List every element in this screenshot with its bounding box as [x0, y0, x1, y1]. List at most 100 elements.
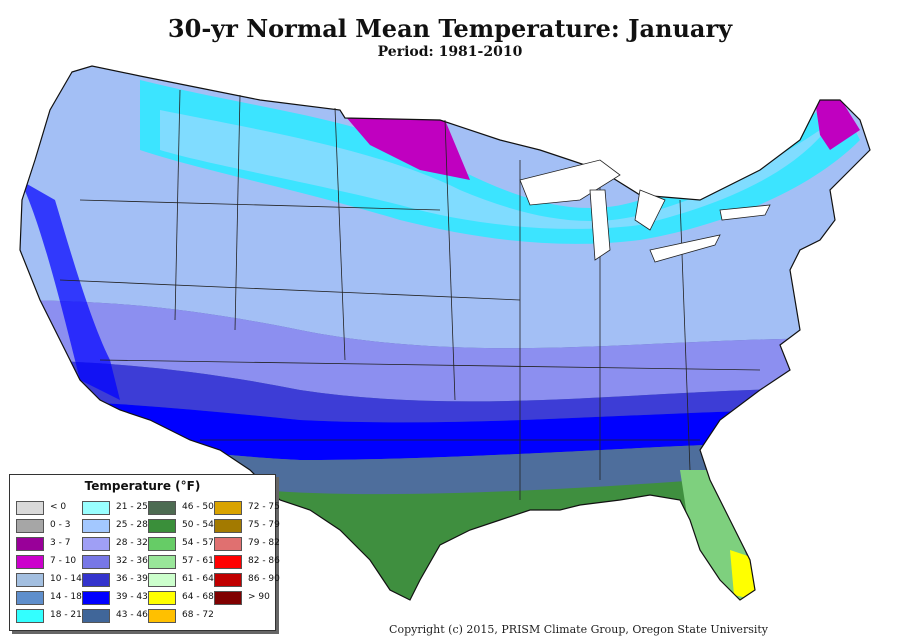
legend-label: 75 - 79: [248, 520, 280, 530]
legend-label: 36 - 39: [116, 574, 148, 584]
legend-item: 39 - 43: [82, 591, 170, 605]
legend-label: < 0: [50, 502, 67, 512]
legend-label: 3 - 7: [50, 538, 71, 548]
legend-swatch: [16, 555, 44, 569]
legend-item: 57 - 61: [148, 555, 236, 569]
legend-swatch: [16, 609, 44, 623]
legend-swatch: [16, 573, 44, 587]
legend-label: 18 - 21: [50, 610, 82, 620]
legend-swatch: [82, 501, 110, 515]
legend-swatch: [214, 591, 242, 605]
legend-label: 10 - 14: [50, 574, 82, 584]
legend-label: 32 - 36: [116, 556, 148, 566]
legend-item: 61 - 64: [148, 573, 236, 587]
legend-item: 50 - 54: [148, 519, 236, 533]
legend-item: 43 - 46: [82, 609, 170, 623]
copyright-notice: Copyright (c) 2015, PRISM Climate Group,…: [389, 623, 768, 636]
legend-swatch: [214, 537, 242, 551]
legend-swatch: [16, 501, 44, 515]
band-southern-transition: [20, 360, 870, 423]
band-far-south: [260, 480, 760, 600]
state-border: [334, 107, 346, 361]
state-border: [234, 94, 241, 331]
legend-swatch: [148, 555, 176, 569]
legend-item: 25 - 28: [82, 519, 170, 533]
band-north-central: [340, 110, 470, 180]
legend-item: 72 - 75: [214, 501, 302, 515]
legend-item: 46 - 50: [148, 501, 236, 515]
legend-label: 50 - 54: [182, 520, 214, 530]
legend-label: 14 - 18: [50, 592, 82, 602]
legend-item: 64 - 68: [148, 591, 236, 605]
legend-item: 3 - 7: [16, 537, 104, 551]
band-south: [20, 400, 870, 460]
legend-swatch: [148, 573, 176, 587]
legend-label: 57 - 61: [182, 556, 214, 566]
legend-swatch: [82, 537, 110, 551]
legend-item: 7 - 10: [16, 555, 104, 569]
legend-label: 54 - 57: [182, 538, 214, 548]
state-border: [59, 279, 521, 301]
legend-label: 21 - 25: [116, 502, 148, 512]
band-mid-latitude: [20, 300, 870, 402]
legend-item: 14 - 18: [16, 591, 104, 605]
legend-item: 79 - 82: [214, 537, 302, 551]
legend-swatch: [148, 609, 176, 623]
great-lakes: [519, 159, 771, 263]
legend-item: 75 - 79: [214, 519, 302, 533]
map-title: 30-yr Normal Mean Temperature: January: [167, 14, 733, 43]
legend-label: 79 - 82: [248, 538, 280, 548]
state-border: [444, 119, 456, 401]
band-upper-midwest: [160, 110, 840, 229]
legend-label: 39 - 43: [116, 592, 148, 602]
legend-swatch: [148, 519, 176, 533]
legend-swatch: [148, 501, 176, 515]
legend-item: 21 - 25: [82, 501, 170, 515]
state-border: [99, 359, 761, 371]
map-subtitle: Period: 1981-2010: [377, 44, 523, 60]
legend-swatch: [214, 501, 242, 515]
legend-label: 68 - 72: [182, 610, 214, 620]
legend-label: 64 - 68: [182, 592, 214, 602]
legend-item: 68 - 72: [148, 609, 236, 623]
lake-huron: [634, 189, 666, 231]
legend-label: 28 - 32: [116, 538, 148, 548]
lake-michigan: [589, 189, 611, 261]
legend-label: 25 - 28: [116, 520, 148, 530]
legend-swatch: [214, 519, 242, 533]
legend-item: 18 - 21: [16, 609, 104, 623]
legend-item: > 90: [214, 591, 302, 605]
legend-item: 54 - 57: [148, 537, 236, 551]
lake-erie: [649, 234, 721, 263]
legend-swatch: [82, 573, 110, 587]
legend-swatch: [214, 573, 242, 587]
legend-item: 0 - 3: [16, 519, 104, 533]
legend-swatch: [82, 555, 110, 569]
lake-superior: [519, 159, 621, 206]
legend-label: 72 - 75: [248, 502, 280, 512]
state-border: [174, 89, 181, 321]
legend-label: 82 - 86: [248, 556, 280, 566]
legend-swatch: [148, 591, 176, 605]
legend-swatch: [16, 591, 44, 605]
legend-item: 28 - 32: [82, 537, 170, 551]
lake-ontario: [719, 204, 771, 221]
legend-swatch: [16, 537, 44, 551]
legend-label: > 90: [248, 592, 270, 602]
legend-label: 61 - 64: [182, 574, 214, 584]
legend-item: 36 - 39: [82, 573, 170, 587]
legend-swatch: [82, 609, 110, 623]
temperature-legend: Temperature (°F) < 0 0 - 3 3 - 7 7 - 10 10 -…: [9, 474, 280, 631]
band-pacific-coast: [20, 180, 120, 400]
state-border: [79, 199, 441, 211]
legend-swatch: [16, 519, 44, 533]
legend-label: 86 - 90: [248, 574, 280, 584]
legend-swatch: [214, 555, 242, 569]
legend-title: Temperature (°F): [84, 479, 201, 493]
legend-swatch: [82, 519, 110, 533]
band-south-florida: [730, 550, 760, 600]
band-maine: [815, 98, 860, 150]
legend-item: 32 - 36: [82, 555, 170, 569]
legend-label: 43 - 46: [116, 610, 148, 620]
legend-item: 82 - 86: [214, 555, 302, 569]
